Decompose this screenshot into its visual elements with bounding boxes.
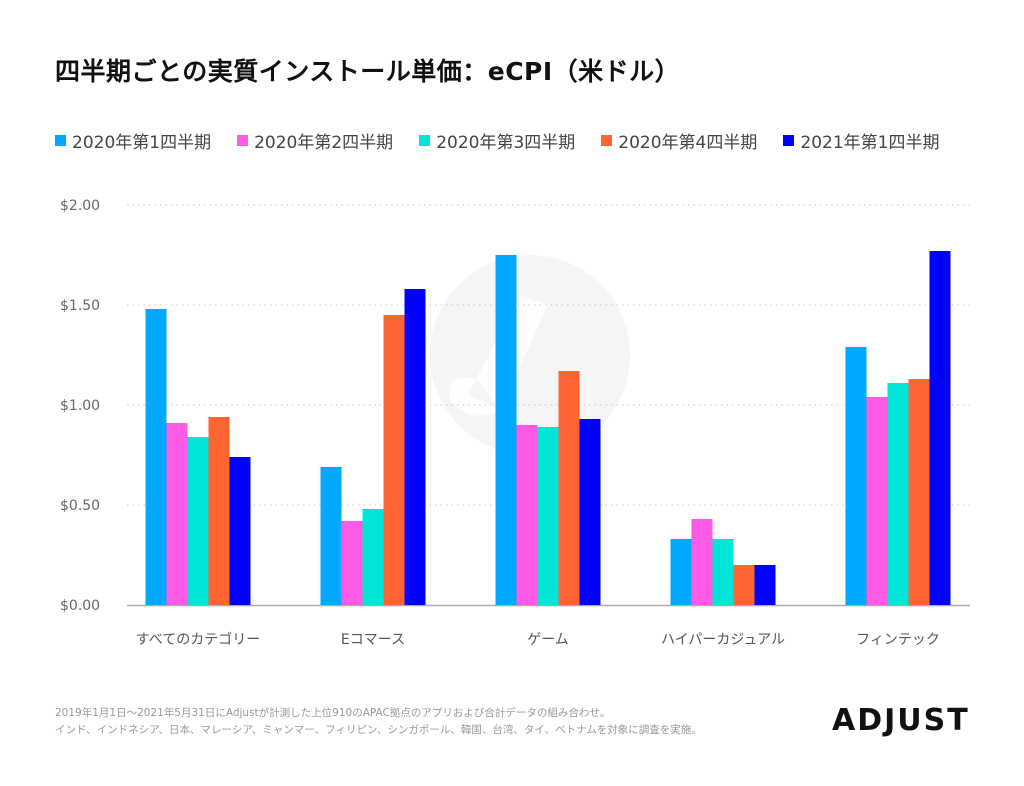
bar xyxy=(362,509,384,605)
legend-label: 2020年第1四半期 xyxy=(72,133,212,153)
brand-name: ADJUST xyxy=(832,703,970,738)
legend-swatch xyxy=(601,135,613,146)
adjust-logo: ADJUST xyxy=(832,703,970,738)
bar xyxy=(341,521,363,605)
legend-swatch xyxy=(783,135,795,146)
bar xyxy=(145,309,167,605)
legend-item: 2020年第2四半期 xyxy=(237,128,393,153)
legend-label: 2020年第2四半期 xyxy=(254,133,394,153)
bar xyxy=(208,417,230,605)
bar xyxy=(516,425,538,605)
legend: 2020年第1四半期 2020年第2四半期 2020年第3四半期 2020年第4… xyxy=(55,128,965,153)
bar xyxy=(754,565,776,605)
bar xyxy=(670,539,692,605)
legend-swatch xyxy=(237,135,249,146)
bar xyxy=(866,397,888,605)
x-tick-label: Eコマース xyxy=(341,632,405,648)
y-tick-label: $2.00 xyxy=(60,198,100,214)
x-tick-label: ハイパーカジュアル xyxy=(661,632,785,648)
y-tick-label: $0.00 xyxy=(60,598,100,614)
bar xyxy=(187,437,209,605)
y-tick-label: $1.00 xyxy=(60,398,100,414)
legend-item: 2020年第4四半期 xyxy=(601,128,757,153)
bar xyxy=(383,315,405,605)
bar xyxy=(495,255,517,605)
legend-label: 2020年第3四半期 xyxy=(436,133,576,153)
bar xyxy=(537,427,559,605)
x-tick-label: フィンテック xyxy=(856,632,940,648)
legend-swatch xyxy=(419,135,431,146)
bar xyxy=(733,565,755,605)
bar xyxy=(229,457,251,605)
bar xyxy=(320,467,342,605)
bar xyxy=(404,289,426,605)
footnote-line-2: インド、インドネシア、日本、マレーシア、ミャンマー、フィリピン、シンガポール、韓… xyxy=(55,724,702,736)
x-tick-label: すべてのカテゴリー xyxy=(136,631,260,648)
bar xyxy=(908,379,930,605)
legend-swatch xyxy=(55,135,66,146)
x-tick-label: ゲーム xyxy=(527,632,569,648)
footnote: 2019年1月1日～2021年5月31日にAdjustが計測した上位910のAP… xyxy=(55,705,702,739)
legend-label: 2021年第1四半期 xyxy=(800,133,940,153)
chart-title: 四半期ごとの実質インストール単価：eCPI（米ドル） xyxy=(55,57,681,86)
bar xyxy=(845,347,867,605)
bar xyxy=(166,423,188,605)
bar xyxy=(558,371,580,605)
bar xyxy=(887,383,909,605)
y-tick-label: $0.50 xyxy=(60,498,100,514)
footnote-line-1: 2019年1月1日～2021年5月31日にAdjustが計測した上位910のAP… xyxy=(55,707,611,719)
legend-item: 2021年第1四半期 xyxy=(783,128,939,153)
bar xyxy=(929,251,951,605)
bar xyxy=(691,519,713,605)
bar xyxy=(579,419,601,605)
legend-label: 2020年第4四半期 xyxy=(618,133,758,153)
bar xyxy=(712,539,734,605)
legend-item: 2020年第1四半期 xyxy=(55,128,211,153)
legend-item: 2020年第3四半期 xyxy=(419,128,575,153)
y-tick-label: $1.50 xyxy=(60,298,100,314)
